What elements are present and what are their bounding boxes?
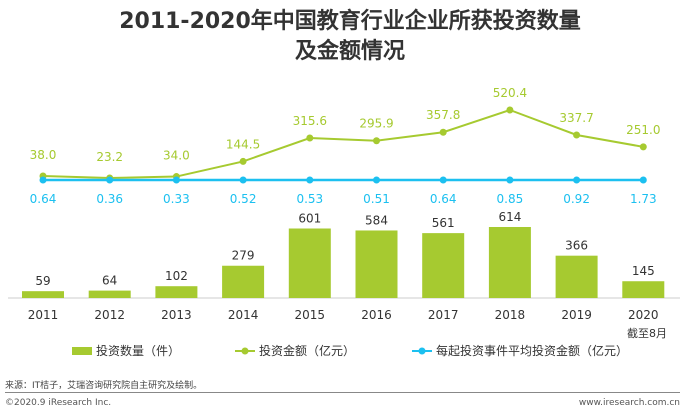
amount-label: 34.0 [163, 149, 190, 163]
bar-label: 614 [498, 210, 521, 224]
average-label: 0.52 [230, 192, 257, 206]
bar [555, 255, 598, 298]
x-tick-label: 2018 [495, 308, 526, 322]
x-tick-label: 2013 [161, 308, 192, 322]
legend-average-swatch [412, 347, 432, 354]
legend-average: 每起投资事件平均投资金额（亿元） [412, 342, 628, 359]
average-point [39, 176, 47, 184]
average-point [573, 176, 581, 184]
average-label: 0.36 [96, 192, 123, 206]
x-tick-label: 2020 [628, 308, 659, 322]
amount-point [506, 106, 514, 114]
bar [622, 281, 665, 298]
average-label: 0.92 [563, 192, 590, 206]
bar [488, 227, 531, 298]
x-tick-label: 2016 [361, 308, 392, 322]
amount-line [42, 108, 644, 180]
bar [222, 265, 265, 298]
bar [288, 228, 331, 298]
amount-label: 144.5 [226, 137, 260, 151]
average-label: 0.33 [163, 192, 190, 206]
amount-label: 520.4 [493, 86, 527, 100]
amount-point [439, 128, 447, 136]
chart: 59 64 102 279 601 584 561 614 366 145 2011 2012 2013… [8, 86, 680, 322]
x-tick-label: 2017 [428, 308, 459, 322]
bar-label: 366 [565, 239, 588, 253]
amount-point [306, 134, 314, 142]
bar [422, 233, 465, 298]
website: www.iresearch.com.cn [578, 398, 680, 408]
x-tick-label: 2019 [561, 308, 592, 322]
average-label: 0.53 [296, 192, 323, 206]
legend-amount-swatch [235, 347, 255, 354]
legend-bar-label: 投资数量（件） [96, 344, 181, 358]
average-point [373, 176, 380, 184]
average-point [172, 176, 180, 184]
legend-amount: 投资金额（亿元） [235, 342, 355, 359]
chart-title-line2: 及金额情况 [294, 39, 405, 64]
average-point [506, 176, 514, 184]
average-point [639, 176, 647, 184]
average-point [106, 176, 114, 184]
amount-label: 357.8 [426, 108, 460, 122]
amount-label: 337.7 [559, 111, 593, 125]
x-tick-label: 2012 [94, 308, 125, 322]
legend-bar: 投资数量（件） [72, 342, 180, 359]
chart-title-line1: 2011-2020年中国教育行业企业所获投资数量 [119, 9, 581, 34]
bar [88, 290, 131, 298]
source-note: 来源：IT桔子，艾瑞咨询研究院自主研究及绘制。 [5, 381, 203, 391]
average-point [439, 176, 447, 184]
bar-label: 102 [165, 269, 188, 283]
amount-label: 295.9 [359, 117, 393, 131]
amount-point [239, 157, 247, 165]
bar-label: 145 [632, 264, 655, 278]
amount-label: 251.0 [626, 123, 660, 137]
category-note: 截至8月 [627, 327, 667, 340]
amount-label: 23.2 [96, 150, 123, 164]
bar-label: 64 [102, 274, 117, 288]
average-label: 0.85 [497, 192, 524, 206]
legend-average-label: 每起投资事件平均投资金额（亿元） [436, 344, 629, 358]
bar [355, 230, 398, 298]
bar-label: 59 [35, 274, 50, 288]
average-label: 1.73 [630, 192, 657, 206]
legend-amount-label: 投资金额（亿元） [259, 344, 356, 358]
average-label: 0.51 [363, 192, 390, 206]
amount-label: 315.6 [293, 114, 327, 128]
bar-label: 279 [232, 249, 255, 263]
divider [5, 392, 680, 393]
bar-label: 561 [432, 216, 455, 230]
bar [22, 291, 64, 298]
x-tick-label: 2011 [28, 308, 59, 322]
bar-label: 584 [365, 213, 388, 227]
bar [155, 286, 198, 298]
average-point [239, 176, 247, 184]
copyright: ©2020.9 iResearch Inc. [5, 398, 112, 408]
bar-label: 601 [298, 212, 321, 226]
amount-point [573, 131, 581, 139]
average-point [306, 176, 314, 184]
amount-point [373, 137, 380, 145]
x-tick-label: 2015 [295, 308, 326, 322]
average-label: 0.64 [430, 192, 457, 206]
x-tick-label: 2014 [228, 308, 259, 322]
average-label: 0.64 [30, 192, 57, 206]
amount-label: 38.0 [30, 148, 57, 162]
legend-bar-swatch [72, 346, 92, 355]
amount-point [639, 143, 647, 151]
